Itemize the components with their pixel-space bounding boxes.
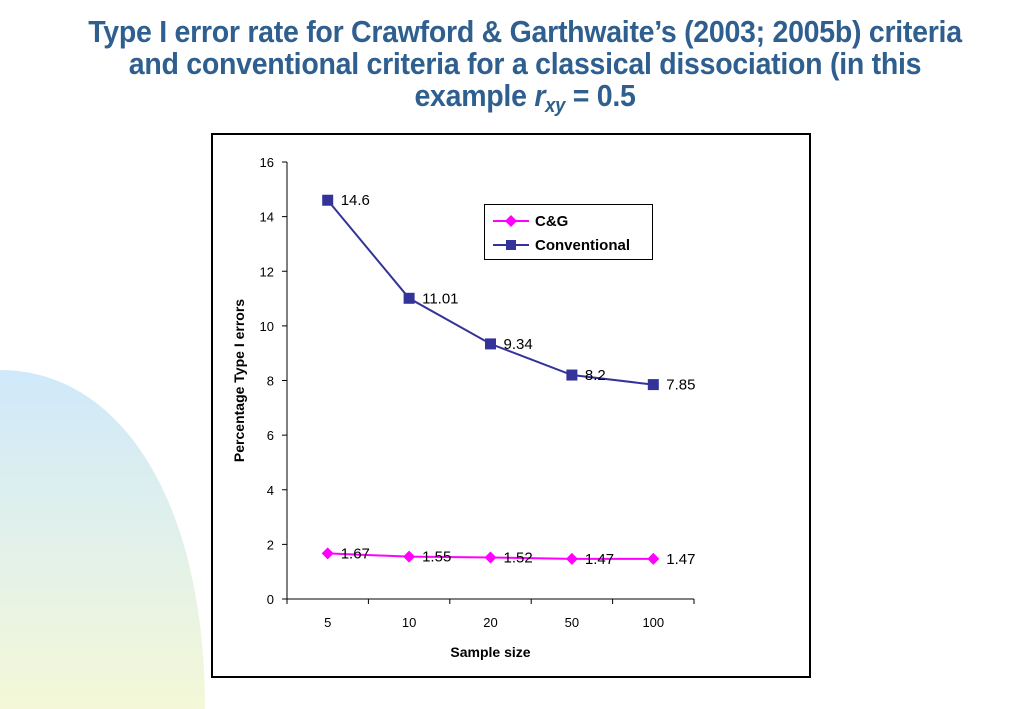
point-cg <box>647 552 660 565</box>
point-cg <box>565 552 578 565</box>
y-tick-label: 14 <box>260 210 274 225</box>
data-label-cg: 1.67 <box>341 545 370 562</box>
point-cg <box>403 550 416 563</box>
point-conventional <box>485 338 496 350</box>
data-label-conventional: 11.01 <box>422 290 458 307</box>
legend-cg-label: C&G <box>535 212 569 230</box>
x-tick-label: 100 <box>642 615 664 630</box>
y-tick-label: 2 <box>267 537 274 552</box>
point-conventional <box>566 369 578 381</box>
data-label-conventional: 8.2 <box>585 367 606 384</box>
title-line-2: and conventional criteria for a classica… <box>128 46 922 81</box>
line-chart: 0 2 4 6 8 10 12 14 16 5 10 20 50 100 Sample size Percen… <box>231 155 696 660</box>
legend-item-conventional: Conventional <box>491 235 630 255</box>
title-line-3-prefix: example <box>414 78 535 113</box>
title-line-3-suffix: = 0.5 <box>565 78 636 113</box>
data-label-cg: 1.47 <box>585 551 614 568</box>
point-conventional <box>647 379 659 391</box>
point-conventional <box>322 194 334 206</box>
title-variable-subscript: xy <box>545 95 566 117</box>
title-variable: r <box>534 78 546 113</box>
y-tick-label: 4 <box>267 483 274 498</box>
x-tick-label: 10 <box>402 615 416 630</box>
y-tick-label: 12 <box>260 264 274 279</box>
data-label-cg: 1.47 <box>666 551 695 568</box>
title-line-1: Type I error rate for Crawford & Garthwa… <box>88 14 962 49</box>
x-tick-label: 5 <box>324 615 331 630</box>
data-label-conventional: 7.85 <box>666 377 695 394</box>
y-tick-label: 0 <box>267 592 274 607</box>
legend-conventional-label: Conventional <box>535 236 631 254</box>
legend-cg-marker-icon <box>493 215 529 227</box>
point-cg <box>321 547 334 560</box>
decorative-gradient-shape <box>0 370 205 709</box>
data-label-cg: 1.52 <box>504 549 533 566</box>
y-axis-label: Percentage Type I errors <box>231 299 247 462</box>
x-axis-label: Sample size <box>450 644 530 660</box>
y-tick-label: 16 <box>260 155 274 170</box>
point-conventional <box>403 292 415 304</box>
slide-title: Type I error rate for Crawford & Garthwa… <box>70 14 981 117</box>
data-label-conventional: 9.34 <box>504 336 533 353</box>
data-label-cg: 1.55 <box>422 549 451 566</box>
chart-legend: C&G Conventional <box>484 204 653 260</box>
x-tick-label: 50 <box>565 615 579 630</box>
y-tick-label: 10 <box>260 319 274 334</box>
y-tick-label: 8 <box>267 374 274 389</box>
y-tick-label: 6 <box>267 428 274 443</box>
data-label-conventional: 14.6 <box>341 192 370 209</box>
point-cg <box>484 551 497 564</box>
legend-conventional-marker-icon <box>493 240 529 250</box>
legend-item-cg: C&G <box>491 211 568 231</box>
x-tick-label: 20 <box>483 615 497 630</box>
title-line-3: example rxy = 0.5 <box>70 78 981 117</box>
